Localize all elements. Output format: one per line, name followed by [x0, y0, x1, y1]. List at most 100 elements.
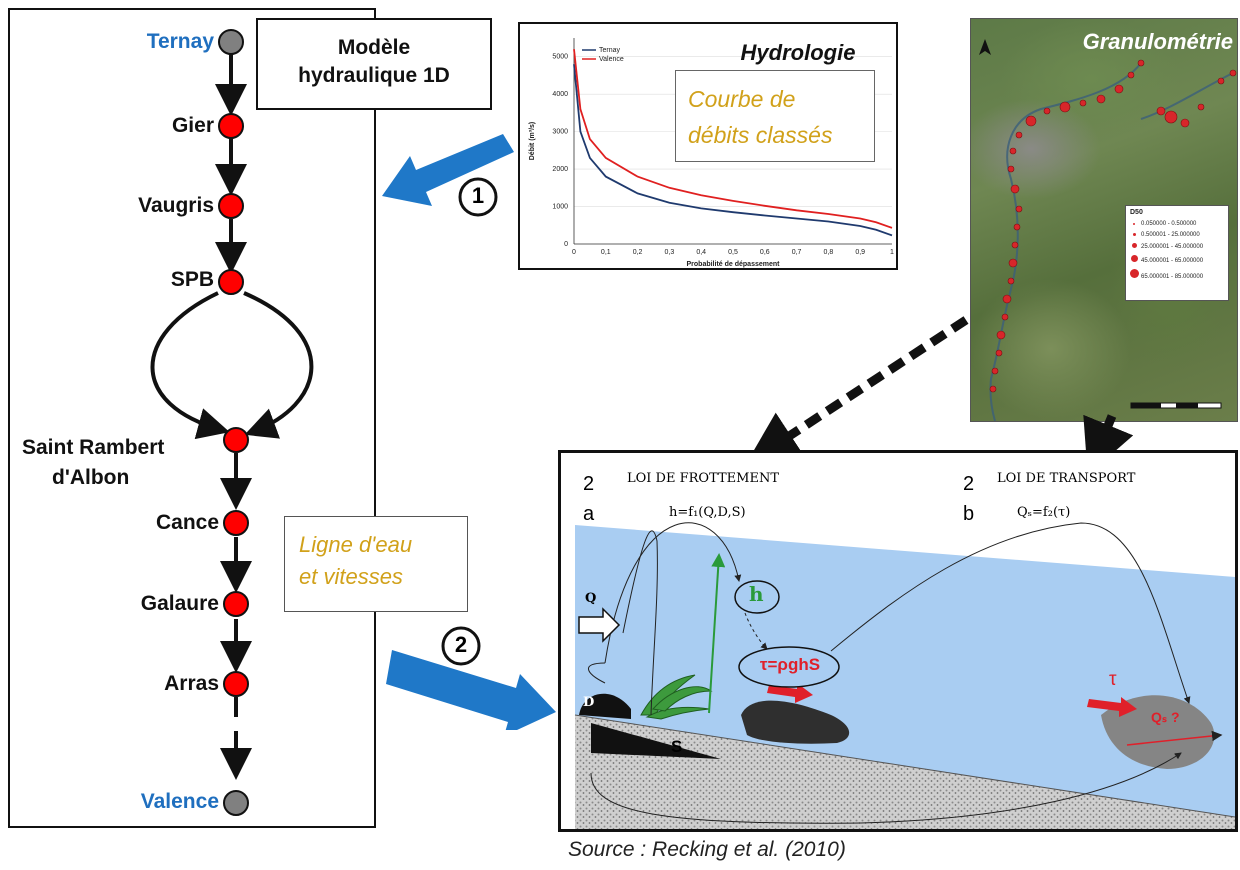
- map-sample-dot: [1217, 77, 1225, 85]
- station-vaugris: Vaugris: [138, 194, 214, 217]
- hydrologie-subtitle-box: Courbe de débits classés: [675, 70, 875, 162]
- label-2a-num: 2: [583, 473, 595, 495]
- chart-x-tick-label: 1: [890, 249, 894, 256]
- label-h: h: [749, 582, 764, 606]
- hydrologie-subtitle-line2: débits classés: [688, 122, 833, 148]
- station-galaure: Galaure: [140, 592, 219, 615]
- tau-arrow-2: [1087, 697, 1137, 717]
- step2-label: 2: [454, 632, 468, 657]
- map-sample-dot: [1096, 94, 1106, 104]
- tau-arrow-1: [767, 683, 813, 703]
- map-sample-dot: [1156, 106, 1166, 116]
- chart-x-tick-label: 0,8: [824, 249, 834, 256]
- chart-y-axis-label: Débit (m³/s): [529, 122, 536, 161]
- chart-legend-label: Valence: [599, 56, 624, 63]
- sediment-diagram-panel: 2 a 2 b LOI DE FROTTEMENT LOI DE TRANSPO…: [558, 450, 1238, 832]
- hydrologie-subtitle-line1: Courbe de: [688, 86, 796, 112]
- map-sample-dot: [1043, 107, 1051, 115]
- map-arrows: [745, 316, 1134, 475]
- map-sample-dot: [1007, 165, 1015, 173]
- loi-transport: LOI DE TRANSPORT: [997, 471, 1136, 486]
- map-legend-title: D50: [1130, 209, 1143, 216]
- model-box: Modèle hydraulique 1D: [256, 18, 492, 110]
- grain-middle: [741, 700, 850, 744]
- step1-label: 1: [471, 183, 485, 208]
- chart-x-tick-label: 0,5: [728, 249, 738, 256]
- hydrologie-title: Hydrologie: [740, 40, 856, 65]
- flow-arrows: [382, 134, 556, 730]
- map-legend-item: 25.000001 - 45.000000: [1130, 243, 1224, 250]
- map-sample-dot: [1009, 147, 1017, 155]
- station-valence: Valence: [140, 790, 219, 813]
- network-panel: [8, 8, 376, 828]
- map-sample-dot: [1137, 59, 1145, 67]
- model-box-line1: Modèle: [337, 36, 411, 59]
- chart-x-tick-label: 0,6: [760, 249, 770, 256]
- label-Qs: Qₛ ?: [1151, 709, 1180, 725]
- chart-x-tick-label: 0: [572, 249, 576, 256]
- chart-y-tick-label: 4000: [552, 91, 568, 98]
- station-gier: Gier: [171, 114, 214, 137]
- station-saint-rambert-2: d'Albon: [52, 466, 130, 489]
- north-arrow-icon: [979, 39, 991, 55]
- map-sample-dot: [1007, 277, 1015, 285]
- label-2b-letter: b: [963, 503, 975, 525]
- chart-x-tick-label: 0,7: [792, 249, 802, 256]
- granulometrie-title: Granulométrie: [1082, 29, 1233, 54]
- map-sample-dot: [991, 367, 999, 375]
- station-cance: Cance: [155, 511, 219, 534]
- chart-y-tick-label: 1000: [552, 204, 568, 211]
- map-sample-dot: [1197, 103, 1205, 111]
- node-ternay: [218, 29, 244, 55]
- map-sample-dot: [1180, 118, 1190, 128]
- map-sample-dot: [996, 330, 1006, 340]
- map-sample-dot: [989, 385, 997, 393]
- map-sample-dot: [1008, 258, 1018, 268]
- map-sample-dot: [1229, 69, 1237, 77]
- map-sample-dot: [1079, 99, 1087, 107]
- chart-x-tick-label: 0,2: [633, 249, 643, 256]
- chart-x-tick-label: 0,1: [601, 249, 611, 256]
- label-D: D: [583, 695, 595, 710]
- chart-y-tick-label: 3000: [552, 129, 568, 136]
- station-spb: SPB: [170, 268, 214, 291]
- sediment-diagram: [574, 522, 1235, 829]
- label-tau-eq: τ=ρghS: [759, 655, 821, 674]
- map-sample-dot: [1015, 205, 1023, 213]
- map-sample-dot: [1013, 223, 1021, 231]
- label-2b-num: 2: [963, 473, 975, 495]
- step2-circle: [441, 626, 481, 666]
- map-sample-dot: [1059, 101, 1071, 113]
- map-legend-item: 0.500001 - 25.000000: [1130, 232, 1224, 238]
- chart-y-tick-label: 5000: [552, 54, 568, 61]
- ligne-eau-box: Ligne d'eau et vitesses: [284, 516, 468, 612]
- map-legend-item: 0.050000 - 0.500000: [1130, 221, 1224, 227]
- map-sample-dot: [1164, 110, 1178, 124]
- node-cance: [223, 510, 249, 536]
- step1-circle: [458, 177, 498, 217]
- node-valence: [223, 790, 249, 816]
- chart-x-tick-label: 0,9: [855, 249, 865, 256]
- station-saint-rambert: Saint Rambert: [22, 436, 165, 459]
- vegetation: [640, 674, 713, 720]
- arrow-1: [382, 134, 514, 206]
- map-sample-dot: [1025, 115, 1037, 127]
- hydrologie-chart: 0 1000 2000 3000 4000 5000 0 0,1 0,2 0,3 0,4 0,5 0,6…: [529, 38, 894, 268]
- label-2a-letter: a: [583, 503, 595, 525]
- node-arras: [223, 671, 249, 697]
- chart-x-axis-label: Probabilité de dépassement: [687, 261, 781, 268]
- node-saint-rambert: [223, 427, 249, 453]
- map-sample-dot: [1002, 294, 1012, 304]
- map-sample-dot: [1127, 71, 1135, 79]
- eq-transport: Qₛ=f₂(τ): [1017, 505, 1071, 520]
- node-spb: [218, 269, 244, 295]
- eq-frottement: h=f₁(Q,D,S): [669, 505, 746, 520]
- station-ternay: Ternay: [146, 30, 214, 53]
- network-graph: [150, 29, 314, 816]
- map-legend-item: 45.000001 - 65.000000: [1130, 255, 1224, 264]
- h-ellipse: [734, 580, 780, 614]
- ligne-eau-line2: et vitesses: [299, 564, 403, 589]
- ligne-eau-line1: Ligne d'eau: [299, 532, 413, 557]
- label-Q: Q: [585, 591, 597, 606]
- map-sample-dot: [995, 349, 1003, 357]
